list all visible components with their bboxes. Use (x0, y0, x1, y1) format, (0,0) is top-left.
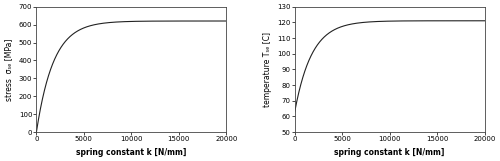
Y-axis label: stress  σₛₑ [MPa]: stress σₛₑ [MPa] (4, 38, 13, 101)
Y-axis label: temperature Tₛₑ [C]: temperature Tₛₑ [C] (262, 32, 272, 107)
X-axis label: spring constant k [N/mm]: spring constant k [N/mm] (76, 148, 186, 157)
X-axis label: spring constant k [N/mm]: spring constant k [N/mm] (334, 148, 445, 157)
